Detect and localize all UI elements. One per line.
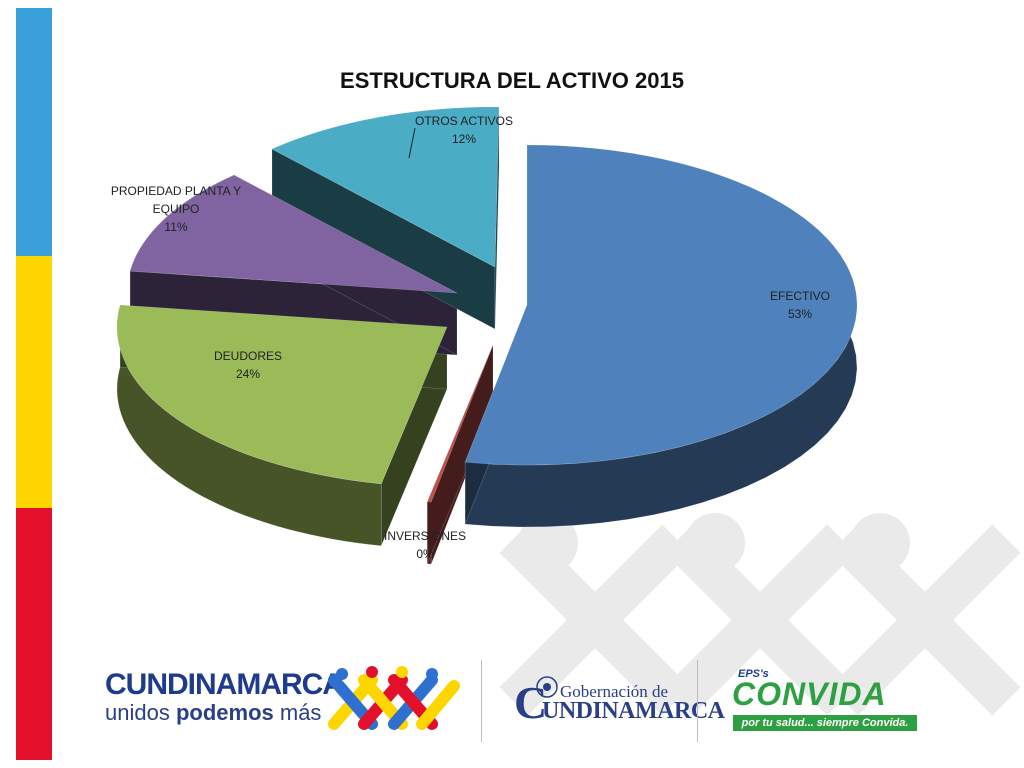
efectivo-label: EFECTIVO <box>770 289 830 303</box>
otros-pct: 12% <box>452 132 476 146</box>
propiedad-planta-y-equipo-slice <box>129 174 458 294</box>
otros-activos-radial-wall-1 <box>494 107 500 330</box>
propiedad-pct: 11% <box>164 220 187 234</box>
stripe-yellow <box>16 256 52 508</box>
otros-activos-slice <box>271 106 500 268</box>
convida-logo-name: CONVIDA <box>732 676 887 712</box>
convida-tagline: por tu salud... siempre Convida. <box>733 715 917 731</box>
inversiones-slice <box>426 344 494 503</box>
efectivo-slice <box>464 144 858 466</box>
convida-eps-label: EPS's <box>738 668 769 680</box>
cundinamarca-people-icon <box>328 666 460 730</box>
deudores-label: DEUDORES <box>214 349 282 363</box>
efectivo-pct: 53% <box>788 307 812 321</box>
otros-label: OTROS ACTIVOS <box>415 114 513 128</box>
gobernacion-line2: UNDINAMARCA <box>542 698 725 724</box>
gobernacion-initial: C <box>514 677 548 728</box>
stripe-red <box>16 508 52 760</box>
otros-leader-line <box>408 127 416 159</box>
stripe-blue <box>16 8 52 256</box>
deudores-pct: 24% <box>236 367 260 381</box>
inversiones-pct: 0% <box>416 547 434 561</box>
footer-divider-1 <box>481 660 482 742</box>
chart-title: ESTRUCTURA DEL ACTIVO 2015 <box>340 68 684 93</box>
inversiones-label: INVERSIONES <box>384 529 466 543</box>
propiedad-label-1: PROPIEDAD PLANTA Y <box>111 184 241 198</box>
cundinamarca-logo-subtitle: unidos podemos más <box>105 700 322 725</box>
pie-chart: EFECTIVO 53% INVERSIONES 0% DEUDORES 24%… <box>111 106 858 565</box>
footer-divider-2 <box>697 660 698 742</box>
cundinamarca-logo-title: CUNDINAMARCA <box>105 668 344 701</box>
deudores-slice <box>116 304 448 485</box>
propiedad-label-2: EQUIPO <box>153 202 200 216</box>
gobernacion-line1: Gobernación de <box>560 682 669 701</box>
coat-of-arms-icon <box>536 676 558 698</box>
